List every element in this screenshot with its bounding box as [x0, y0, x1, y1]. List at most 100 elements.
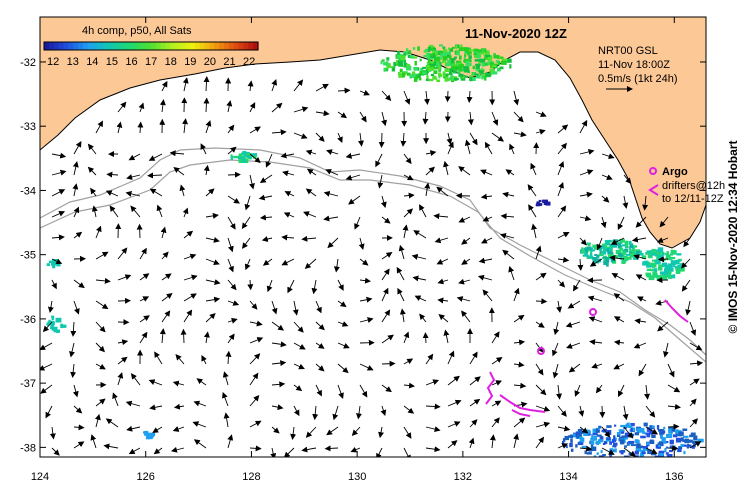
sst-pixel — [629, 252, 635, 258]
sst-pixel — [663, 426, 666, 430]
sst-pixel — [606, 248, 609, 253]
colorbar-swatch — [63, 42, 69, 50]
current-arrow — [578, 405, 585, 417]
current-arrow — [128, 447, 141, 455]
current-arrow — [283, 212, 295, 218]
sst-pixel — [426, 61, 433, 66]
current-arrow — [161, 310, 171, 323]
sst-pixel — [591, 257, 598, 260]
current-arrow — [161, 80, 168, 92]
current-arrow — [304, 258, 317, 269]
current-arrow — [169, 150, 185, 157]
current-arrow — [326, 149, 339, 155]
sst-pixel — [252, 153, 258, 156]
current-arrow — [315, 321, 325, 331]
current-arrow — [469, 132, 478, 146]
sst-pixel — [414, 60, 417, 66]
sst-pixel — [616, 243, 621, 246]
sst-pixel — [586, 452, 592, 455]
plot-frame — [39, 16, 707, 458]
current-arrow — [414, 295, 427, 302]
current-arrow — [565, 321, 581, 328]
colorbar-swatch — [78, 42, 84, 50]
current-arrow — [552, 363, 559, 379]
current-arrow — [381, 384, 392, 393]
current-arrow — [589, 258, 603, 267]
sst-pixel — [602, 256, 605, 259]
current-arrow — [125, 400, 141, 407]
current-arrow — [458, 166, 471, 176]
sst-pixel — [458, 73, 464, 77]
current-arrow — [667, 423, 680, 430]
x-tick-label: 126 — [137, 471, 155, 483]
sst-pixel — [458, 64, 465, 70]
sst-pixel — [692, 440, 698, 444]
y-tick-label: -38 — [20, 442, 36, 454]
current-arrow — [183, 253, 197, 260]
current-arrow — [159, 328, 166, 344]
current-arrow — [182, 118, 189, 134]
current-arrow — [645, 447, 658, 454]
sst-pixel — [474, 52, 480, 57]
current-arrow — [491, 331, 500, 344]
sst-pixel — [429, 45, 434, 48]
current-arrow — [258, 194, 273, 201]
colorbar-tick-label: 18 — [165, 56, 177, 68]
sst-pixel — [463, 68, 468, 71]
sst-pixel — [664, 252, 669, 255]
sst-pixel — [396, 53, 402, 59]
sst-pixel — [626, 256, 632, 260]
current-arrow — [337, 384, 344, 399]
current-arrow — [249, 395, 260, 407]
sst-pixel — [645, 272, 651, 277]
sst-pixel — [651, 434, 656, 438]
current-arrow — [359, 90, 370, 96]
y-tick-label: -33 — [20, 121, 36, 133]
sst-pixel — [632, 248, 636, 253]
sst-pixel — [442, 46, 446, 49]
sst-pixel — [385, 61, 389, 66]
sst-pixel — [656, 425, 660, 430]
current-arrow — [513, 314, 525, 323]
sst-pixel — [647, 449, 652, 455]
sst-pixel — [386, 57, 390, 61]
sst-pixel — [661, 251, 665, 256]
sst-pixel — [642, 446, 648, 449]
current-arrow — [568, 363, 581, 373]
sst-pixel — [603, 429, 606, 433]
current-arrow — [443, 160, 449, 176]
sst-pixel — [660, 430, 666, 434]
current-arrow — [505, 169, 515, 176]
colorbar-swatch — [116, 42, 123, 50]
current-arrow — [227, 279, 237, 291]
sst-pixel — [482, 49, 485, 52]
current-arrow — [425, 403, 441, 410]
current-arrow — [567, 300, 581, 309]
current-arrow — [95, 342, 105, 353]
current-arrow — [139, 273, 150, 281]
current-arrow — [148, 153, 163, 161]
sst-pixel — [635, 253, 639, 256]
y-tick-label: -34 — [20, 185, 36, 197]
sst-pixel — [48, 260, 53, 264]
current-arrow — [419, 313, 427, 323]
current-arrow — [73, 141, 82, 155]
sst-pixel — [417, 73, 421, 78]
sst-pixel — [655, 259, 661, 264]
info-scale: 0.5m/s (1kt 24h) — [598, 73, 677, 85]
sst-pixel — [410, 55, 414, 59]
sst-pixel — [491, 64, 496, 67]
current-arrow — [411, 253, 427, 260]
sst-pixel — [491, 71, 498, 75]
sst-pixel — [423, 50, 427, 53]
sst-pixel — [613, 435, 616, 441]
sst-pixel — [693, 435, 698, 441]
sst-pixel — [468, 55, 472, 59]
current-arrow — [610, 237, 625, 245]
current-arrow — [152, 426, 163, 433]
sst-pixel — [602, 454, 606, 457]
sst-pixel — [459, 75, 463, 79]
sst-pixel — [397, 60, 403, 65]
sst-pixel — [620, 424, 626, 428]
current-arrow — [249, 420, 262, 428]
